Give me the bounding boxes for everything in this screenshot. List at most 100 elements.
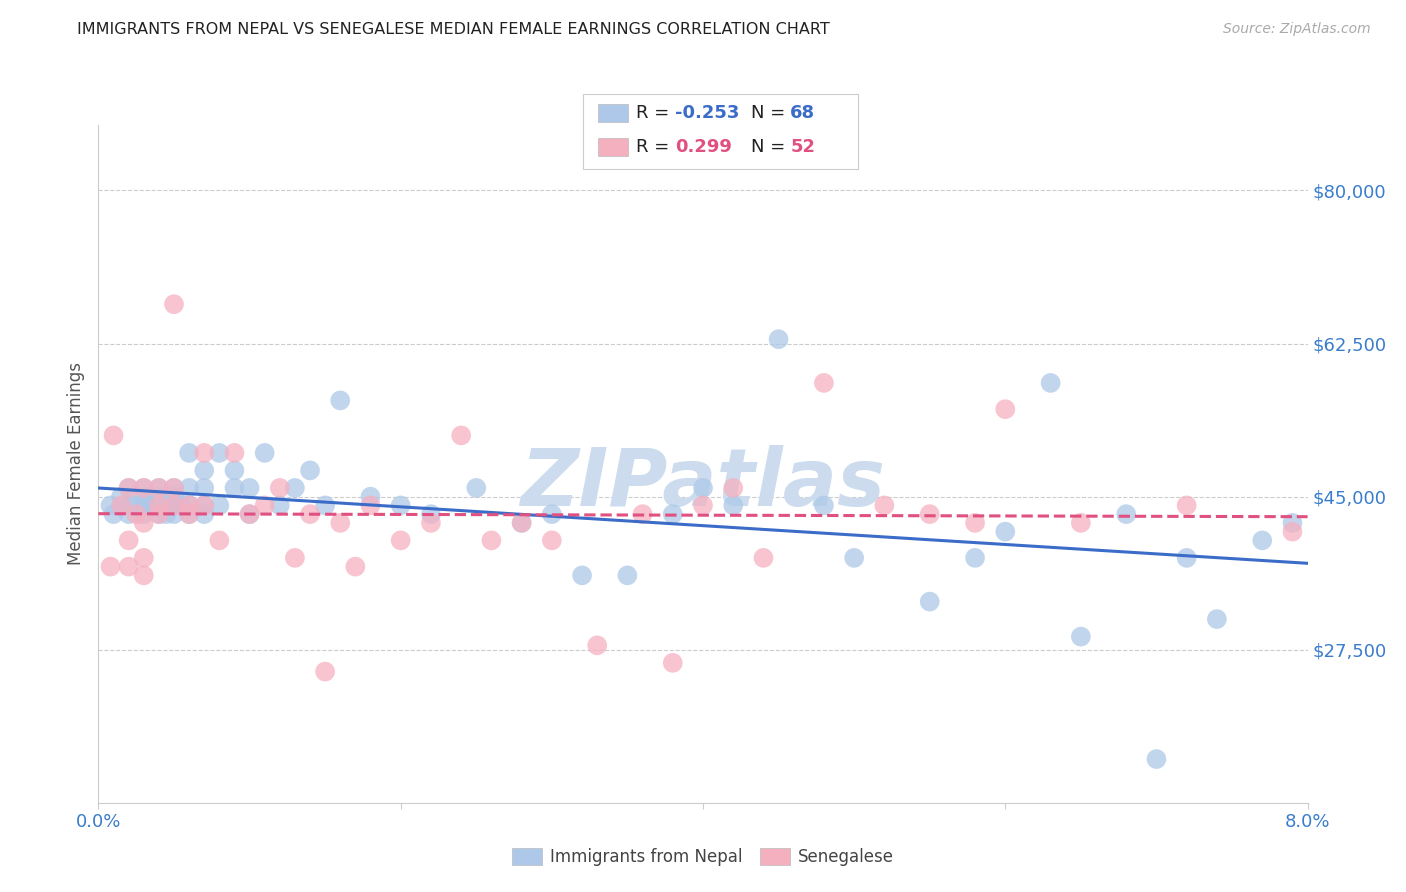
Point bbox=[208, 533, 231, 548]
Point bbox=[118, 481, 141, 495]
Point bbox=[163, 499, 186, 513]
Point bbox=[510, 516, 533, 530]
Point bbox=[253, 499, 276, 513]
Point bbox=[132, 481, 155, 495]
Point bbox=[994, 402, 1017, 417]
Point bbox=[148, 499, 170, 513]
Point bbox=[163, 481, 186, 495]
Point bbox=[723, 499, 745, 513]
Text: ZIPatlas: ZIPatlas bbox=[520, 445, 886, 524]
Point bbox=[239, 507, 262, 521]
Text: R =: R = bbox=[636, 138, 675, 156]
Point bbox=[118, 481, 141, 495]
Point bbox=[269, 481, 291, 495]
Point bbox=[918, 594, 941, 608]
Point bbox=[450, 428, 472, 442]
Point bbox=[125, 507, 148, 521]
Point bbox=[239, 481, 262, 495]
Point bbox=[224, 463, 246, 477]
Text: 0.299: 0.299 bbox=[675, 138, 731, 156]
Point bbox=[1251, 533, 1274, 548]
Point bbox=[132, 516, 155, 530]
Text: 52: 52 bbox=[790, 138, 815, 156]
Point bbox=[269, 499, 291, 513]
Point bbox=[253, 446, 276, 460]
Point bbox=[994, 524, 1017, 539]
Point bbox=[813, 376, 835, 390]
Point bbox=[661, 507, 683, 521]
Point bbox=[752, 550, 775, 565]
Point bbox=[132, 507, 155, 521]
Point bbox=[1281, 524, 1303, 539]
Point bbox=[179, 481, 201, 495]
Point bbox=[571, 568, 593, 582]
Point bbox=[132, 490, 155, 504]
Point bbox=[1144, 752, 1167, 766]
Point bbox=[1175, 550, 1198, 565]
Point bbox=[193, 463, 215, 477]
Point bbox=[419, 507, 441, 521]
Point bbox=[1281, 516, 1303, 530]
Point bbox=[118, 499, 141, 513]
Point bbox=[118, 559, 141, 574]
Point bbox=[224, 446, 246, 460]
Point bbox=[118, 533, 141, 548]
Point bbox=[193, 446, 215, 460]
Point bbox=[163, 481, 186, 495]
Point bbox=[813, 499, 835, 513]
Point bbox=[616, 568, 638, 582]
Point bbox=[299, 507, 322, 521]
Point bbox=[692, 481, 714, 495]
Point bbox=[170, 499, 193, 513]
Point bbox=[179, 507, 201, 521]
Point bbox=[465, 481, 488, 495]
Point bbox=[965, 516, 987, 530]
Point bbox=[284, 550, 307, 565]
Point bbox=[132, 499, 155, 513]
Text: R =: R = bbox=[636, 104, 675, 122]
Point bbox=[479, 533, 503, 548]
Text: -0.253: -0.253 bbox=[675, 104, 740, 122]
Point bbox=[179, 499, 201, 513]
Point bbox=[389, 499, 412, 513]
Point bbox=[723, 481, 745, 495]
Point bbox=[208, 499, 231, 513]
Point bbox=[179, 507, 201, 521]
Point bbox=[132, 481, 155, 495]
Point bbox=[163, 499, 186, 513]
Point bbox=[110, 490, 132, 504]
Point bbox=[965, 550, 987, 565]
Legend: Immigrants from Nepal, Senegalese: Immigrants from Nepal, Senegalese bbox=[505, 841, 901, 872]
Point bbox=[540, 507, 562, 521]
Text: N =: N = bbox=[751, 138, 790, 156]
Point bbox=[103, 507, 125, 521]
Point bbox=[389, 533, 412, 548]
Point bbox=[314, 499, 336, 513]
Point bbox=[100, 559, 122, 574]
Point bbox=[208, 446, 231, 460]
Point bbox=[918, 507, 941, 521]
Point bbox=[768, 332, 790, 346]
Point bbox=[141, 499, 163, 513]
Point bbox=[1205, 612, 1229, 626]
Point bbox=[125, 499, 148, 513]
Point bbox=[148, 499, 170, 513]
Point bbox=[155, 507, 177, 521]
Point bbox=[661, 656, 683, 670]
Point bbox=[193, 499, 215, 513]
Point bbox=[873, 499, 896, 513]
Text: N =: N = bbox=[751, 104, 790, 122]
Point bbox=[148, 507, 170, 521]
Point bbox=[1115, 507, 1137, 521]
Point bbox=[510, 516, 533, 530]
Point bbox=[100, 499, 122, 513]
Point bbox=[284, 481, 307, 495]
Point bbox=[1070, 516, 1092, 530]
Point bbox=[148, 507, 170, 521]
Point bbox=[540, 533, 562, 548]
Point bbox=[163, 297, 186, 311]
Point bbox=[193, 481, 215, 495]
Y-axis label: Median Female Earnings: Median Female Earnings bbox=[66, 362, 84, 566]
Point bbox=[148, 481, 170, 495]
Point bbox=[163, 499, 186, 513]
